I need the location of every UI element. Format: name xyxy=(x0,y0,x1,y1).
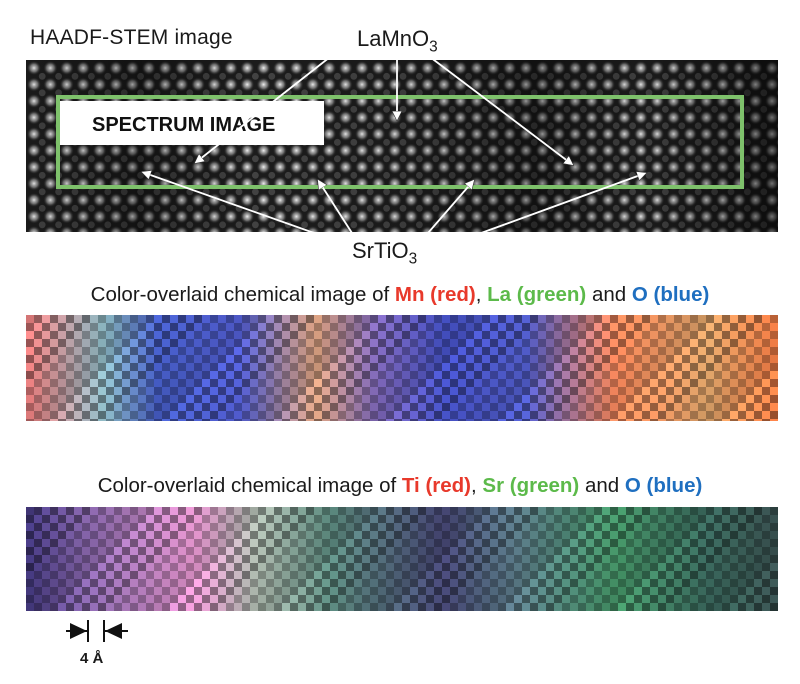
heading-fragment: La (green) xyxy=(487,283,587,306)
spectrum-image-label-box xyxy=(60,101,324,145)
heading-fragment: Ti (red) xyxy=(401,474,472,497)
srtio3-arrow-2 xyxy=(318,180,353,234)
srtio3-label: SrTiO3 xyxy=(352,238,418,268)
haadf-stem-image xyxy=(26,60,778,232)
stem-annotations: SPECTRUM IMAGE xyxy=(56,56,744,249)
heading-fragment: and xyxy=(586,283,632,306)
stem-lattice-image xyxy=(26,60,778,232)
heading-fragment: Mn (red) xyxy=(394,283,476,306)
lamno3-arrows xyxy=(195,56,573,165)
srtio3-arrow-3 xyxy=(427,180,474,234)
chemical-map-ti-sr-o xyxy=(26,507,778,611)
scale-bar-label: 4 Å xyxy=(80,650,104,667)
lamno3-label: LaMnO3 xyxy=(357,26,438,56)
contrast-shading xyxy=(26,60,778,232)
map-mn-la-o-heading: Color-overlaid chemical image of Mn (red… xyxy=(90,283,710,306)
map-ti-sr-o-heading: Color-overlaid chemical image of Ti (red… xyxy=(97,474,703,497)
ti-sr-o-overlay-image xyxy=(26,507,778,611)
heading-fragment: and xyxy=(579,474,625,497)
heading-fragment: O (blue) xyxy=(624,474,703,497)
srtio3-arrows xyxy=(142,172,646,249)
chemical-map-mn-la-o xyxy=(26,315,778,421)
lamno3-arrow-3 xyxy=(429,56,573,165)
haadf-stem-title: HAADF-STEM image xyxy=(30,26,233,49)
heading-fragment: O (blue) xyxy=(631,283,710,306)
scale-bar xyxy=(66,620,128,642)
srtio3-arrow-1 xyxy=(142,172,349,246)
spectrum-image-frame xyxy=(56,95,744,189)
spectrum-image-label: SPECTRUM IMAGE xyxy=(92,114,275,136)
heading-fragment: Sr (green) xyxy=(482,474,580,497)
mn-la-o-overlay-image xyxy=(26,315,778,421)
heading-fragment: , xyxy=(475,283,488,306)
scale-arrow-left-icon xyxy=(70,623,87,639)
heading-fragment: , xyxy=(471,474,483,497)
scale-arrow-right-icon xyxy=(105,623,122,639)
srtio3-arrow-4 xyxy=(439,173,646,249)
lamno3-arrow-1 xyxy=(195,56,331,163)
